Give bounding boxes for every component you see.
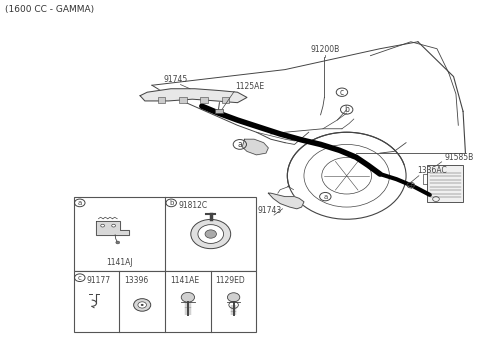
Text: a: a bbox=[238, 140, 242, 149]
Text: 91585B: 91585B bbox=[444, 153, 473, 162]
Polygon shape bbox=[140, 89, 247, 103]
Text: a: a bbox=[78, 200, 82, 206]
Circle shape bbox=[116, 241, 120, 244]
Bar bbox=[73, 271, 256, 332]
Text: c: c bbox=[78, 275, 82, 281]
Text: 91745: 91745 bbox=[164, 75, 188, 84]
Bar bbox=[179, 97, 187, 103]
Polygon shape bbox=[96, 221, 129, 235]
Text: 1336AC: 1336AC bbox=[417, 166, 447, 175]
Circle shape bbox=[133, 299, 151, 311]
Text: 1125AE: 1125AE bbox=[235, 82, 264, 91]
Text: a: a bbox=[323, 193, 327, 200]
Circle shape bbox=[138, 302, 146, 308]
Bar bbox=[157, 97, 165, 103]
Bar bbox=[215, 109, 223, 113]
Polygon shape bbox=[268, 193, 304, 209]
Circle shape bbox=[112, 224, 116, 227]
Circle shape bbox=[228, 293, 240, 302]
Text: b: b bbox=[169, 200, 173, 206]
Text: 91177: 91177 bbox=[87, 276, 111, 285]
Text: 13396: 13396 bbox=[124, 276, 148, 285]
Circle shape bbox=[198, 225, 224, 244]
Text: 1141AE: 1141AE bbox=[170, 276, 199, 285]
Circle shape bbox=[181, 292, 194, 302]
Bar bbox=[201, 97, 208, 103]
Polygon shape bbox=[242, 139, 268, 155]
Circle shape bbox=[205, 230, 216, 238]
Text: 1129ED: 1129ED bbox=[216, 276, 245, 285]
Text: 91200B: 91200B bbox=[311, 45, 340, 54]
Circle shape bbox=[141, 304, 144, 306]
Bar bbox=[427, 165, 463, 202]
Text: (1600 CC - GAMMA): (1600 CC - GAMMA) bbox=[5, 5, 94, 14]
Circle shape bbox=[191, 220, 231, 248]
Text: 91743: 91743 bbox=[257, 206, 281, 215]
Bar bbox=[222, 97, 229, 103]
Bar bbox=[73, 197, 256, 271]
Text: 91812C: 91812C bbox=[179, 201, 207, 210]
Circle shape bbox=[101, 224, 105, 227]
Text: 1141AJ: 1141AJ bbox=[106, 258, 132, 267]
Text: c: c bbox=[340, 88, 344, 97]
Text: b: b bbox=[344, 105, 349, 114]
